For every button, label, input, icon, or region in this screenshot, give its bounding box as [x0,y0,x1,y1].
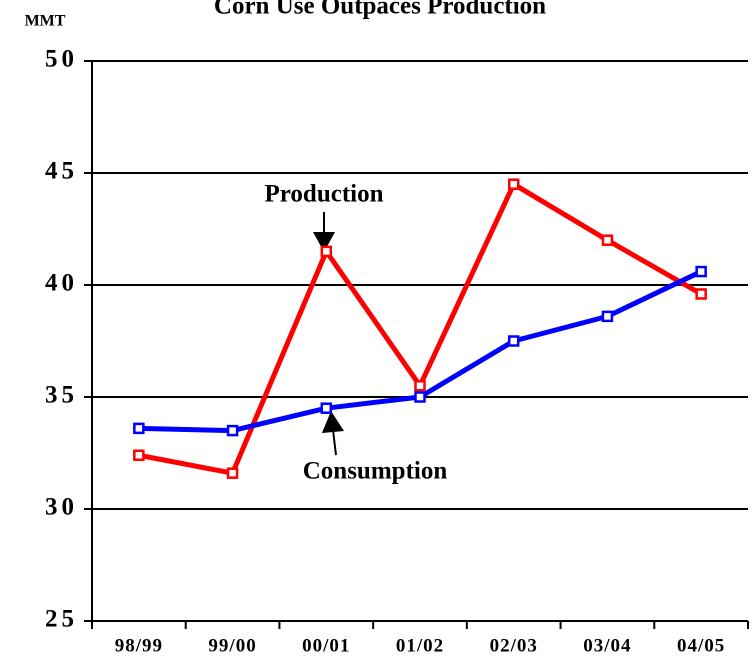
y-tick-label: 30 [45,494,78,521]
point-marker [695,265,707,278]
point-marker [226,467,239,479]
point-marker [226,424,239,437]
y-tick-label: 45 [45,158,78,185]
point-marker [414,380,426,392]
x-tick-label: 00/01 [302,635,350,656]
x-tick-label: 04/05 [677,635,725,656]
annotation: Production [265,181,384,208]
x-tick-label: 98/99 [115,635,163,656]
x-tick-label: 03/04 [583,635,631,656]
x-tick-label: 02/03 [490,635,538,656]
y-tick-label: 35 [45,382,78,409]
point-marker [133,449,145,461]
x-tick-label: 99/00 [208,635,256,656]
arrow [332,429,337,456]
arrow-head [313,232,335,252]
y-tick-label: 50 [45,46,78,73]
arrow-head [322,411,344,433]
point-marker [695,288,707,300]
point-marker [507,335,520,347]
point-marker [133,422,145,435]
annotation: Consumption [303,458,448,485]
point-marker [507,178,520,190]
point-marker [414,391,426,403]
point-marker [601,234,614,246]
x-tick-label: 01/02 [396,635,444,656]
y-tick-label: 40 [45,270,78,297]
chart-title: Corn Use Outpaces Production [214,0,546,20]
point-marker [601,310,614,323]
series-line [138,269,703,434]
y-axis-label: MMT [25,13,66,30]
y-tick-label: 25 [45,606,78,633]
point-marker [320,245,333,258]
point-marker [320,402,333,414]
